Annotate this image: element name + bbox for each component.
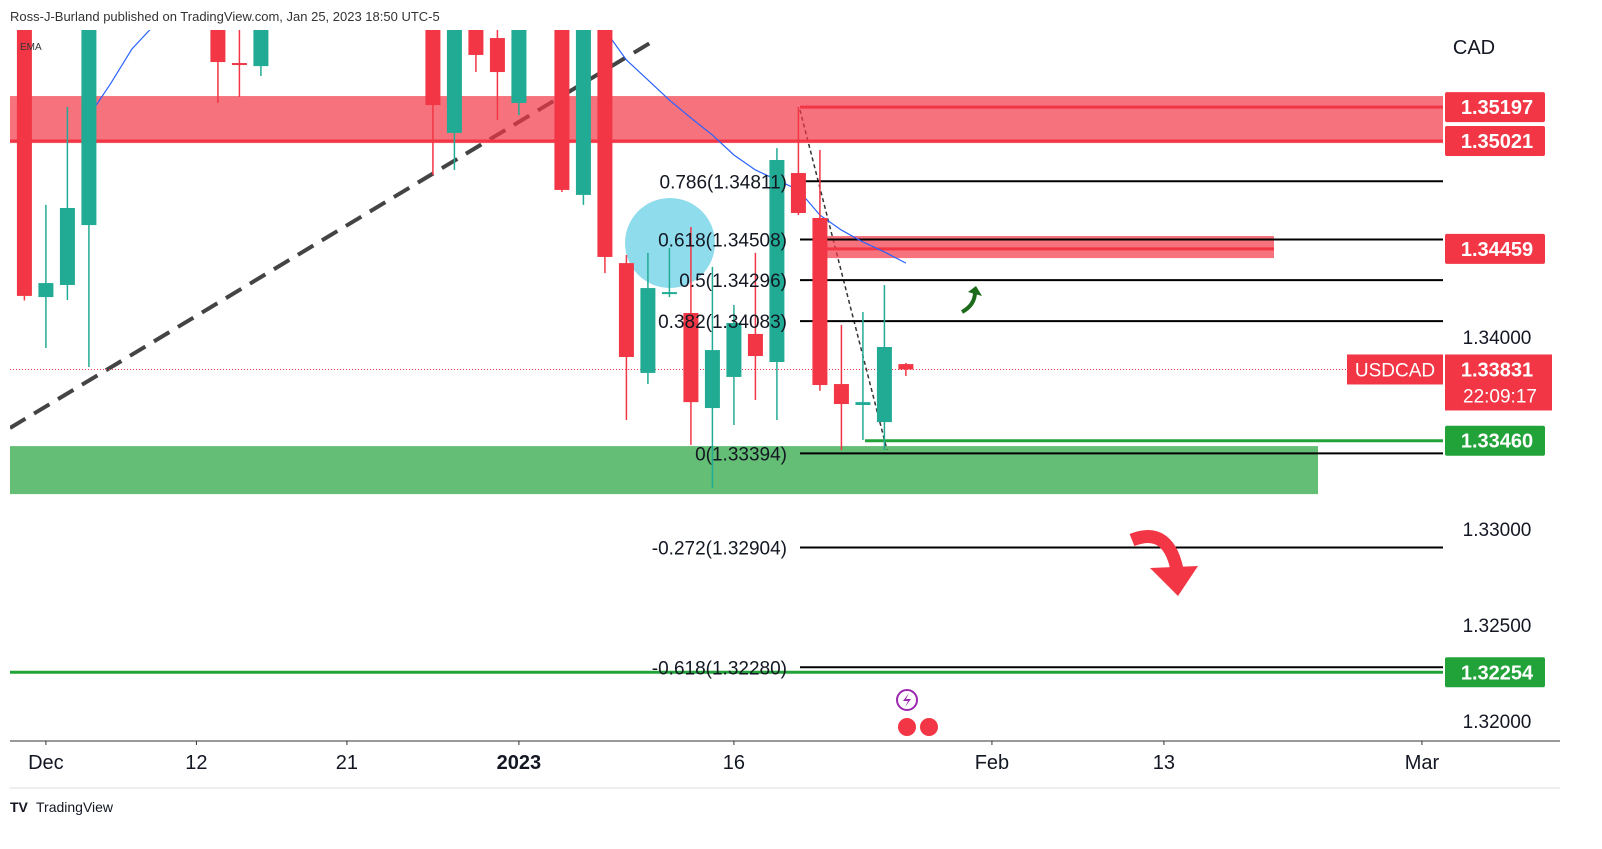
- candle-body: [425, 30, 441, 106]
- candle-body: [511, 30, 527, 103]
- candle-body: [661, 292, 677, 295]
- fib-label: -0.272(1.32904): [652, 538, 787, 559]
- up-arrow-head: [968, 286, 982, 296]
- fib-label: 0(1.33394): [695, 444, 787, 465]
- candle-body: [704, 350, 720, 409]
- candle-body: [38, 283, 54, 298]
- candle-body: [59, 207, 75, 285]
- zone: [818, 236, 1274, 259]
- candle-body: [253, 30, 269, 67]
- y-tick-label: 1.33000: [1463, 520, 1532, 541]
- candle-body: [597, 30, 613, 257]
- candle-body: [833, 384, 849, 405]
- event-flag[interactable]: [896, 716, 918, 738]
- y-tick-label: 1.34000: [1463, 328, 1532, 349]
- event-icon-bolt: [903, 693, 911, 707]
- price-label-box: [1445, 425, 1545, 456]
- candle-body: [683, 313, 699, 403]
- candle-body: [898, 364, 914, 370]
- x-tick-label: Dec: [28, 752, 64, 774]
- candle-body: [618, 263, 634, 357]
- currency: CAD: [1453, 37, 1495, 59]
- symbol-label: USDCAD: [1355, 360, 1435, 381]
- price-label-box: [1445, 233, 1545, 264]
- candle-body: [790, 173, 806, 213]
- candle-body: [812, 217, 828, 386]
- x-tick-label: 16: [723, 752, 745, 774]
- up-arrow: [960, 291, 977, 314]
- candle-body: [726, 323, 742, 377]
- overlay: 0.786(1.34811) 0.618(1.34508) 0.5(1.34296)…: [652, 172, 787, 679]
- countdown: 22:09:17: [1463, 386, 1537, 407]
- fib-label: 0.382(1.34083): [658, 312, 787, 333]
- header: Ross-J-Burland published on TradingView.…: [10, 9, 440, 24]
- down-arrow-head: [1150, 566, 1198, 596]
- fib-label: 0.786(1.34811): [660, 172, 787, 193]
- x-tick-label: 12: [185, 752, 207, 774]
- x-tick-label: 21: [336, 752, 358, 774]
- price-label: 1.34459: [1461, 239, 1533, 261]
- plot: [10, 30, 1443, 674]
- y-tick-label: 1.32500: [1463, 616, 1532, 637]
- fib-label: 0.5(1.34296): [679, 271, 787, 292]
- price-label-box: [1445, 125, 1545, 156]
- candle-body: [769, 159, 785, 362]
- x-tick-label: Feb: [975, 752, 1009, 774]
- current-price-label: 1.33831: [1461, 359, 1533, 381]
- candle-body: [468, 30, 484, 55]
- candle-body: [16, 30, 32, 296]
- candle-body: [554, 30, 570, 190]
- x-tick-label: Mar: [1405, 752, 1440, 774]
- x-tick-label: 2023: [497, 752, 542, 774]
- down-arrow: [1129, 530, 1185, 577]
- x-tick-label: 13: [1153, 752, 1175, 774]
- fib-label: 0.618(1.34508): [658, 230, 787, 251]
- price-label: 1.35021: [1461, 131, 1533, 153]
- price-label: 1.32254: [1461, 662, 1534, 684]
- candle-body: [876, 347, 892, 423]
- zone: [10, 96, 1443, 144]
- candle-body: [81, 30, 97, 226]
- fib-label: -0.618(1.32280): [652, 658, 787, 679]
- price-label-box: [1445, 92, 1545, 123]
- current-price-box: [1445, 354, 1552, 411]
- y-tick-label: 1.32000: [1463, 712, 1532, 733]
- candle-body: [855, 402, 871, 405]
- candle-body: [640, 288, 656, 373]
- ema-legend: EMA: [20, 42, 42, 53]
- candle-body: [446, 30, 462, 133]
- candle-body: [231, 63, 247, 66]
- brand-logo: TV: [10, 799, 29, 815]
- candle-body: [210, 30, 226, 63]
- candle-body: [575, 30, 591, 195]
- symbol-box: [1347, 354, 1443, 385]
- brand: TradingView: [36, 799, 114, 815]
- candle-body: [747, 333, 763, 357]
- price-label-box: [1445, 657, 1545, 688]
- event-flag[interactable]: [918, 716, 940, 738]
- candle-body: [489, 38, 505, 73]
- price-label: 1.35197: [1461, 97, 1533, 119]
- price-label: 1.33460: [1461, 431, 1533, 453]
